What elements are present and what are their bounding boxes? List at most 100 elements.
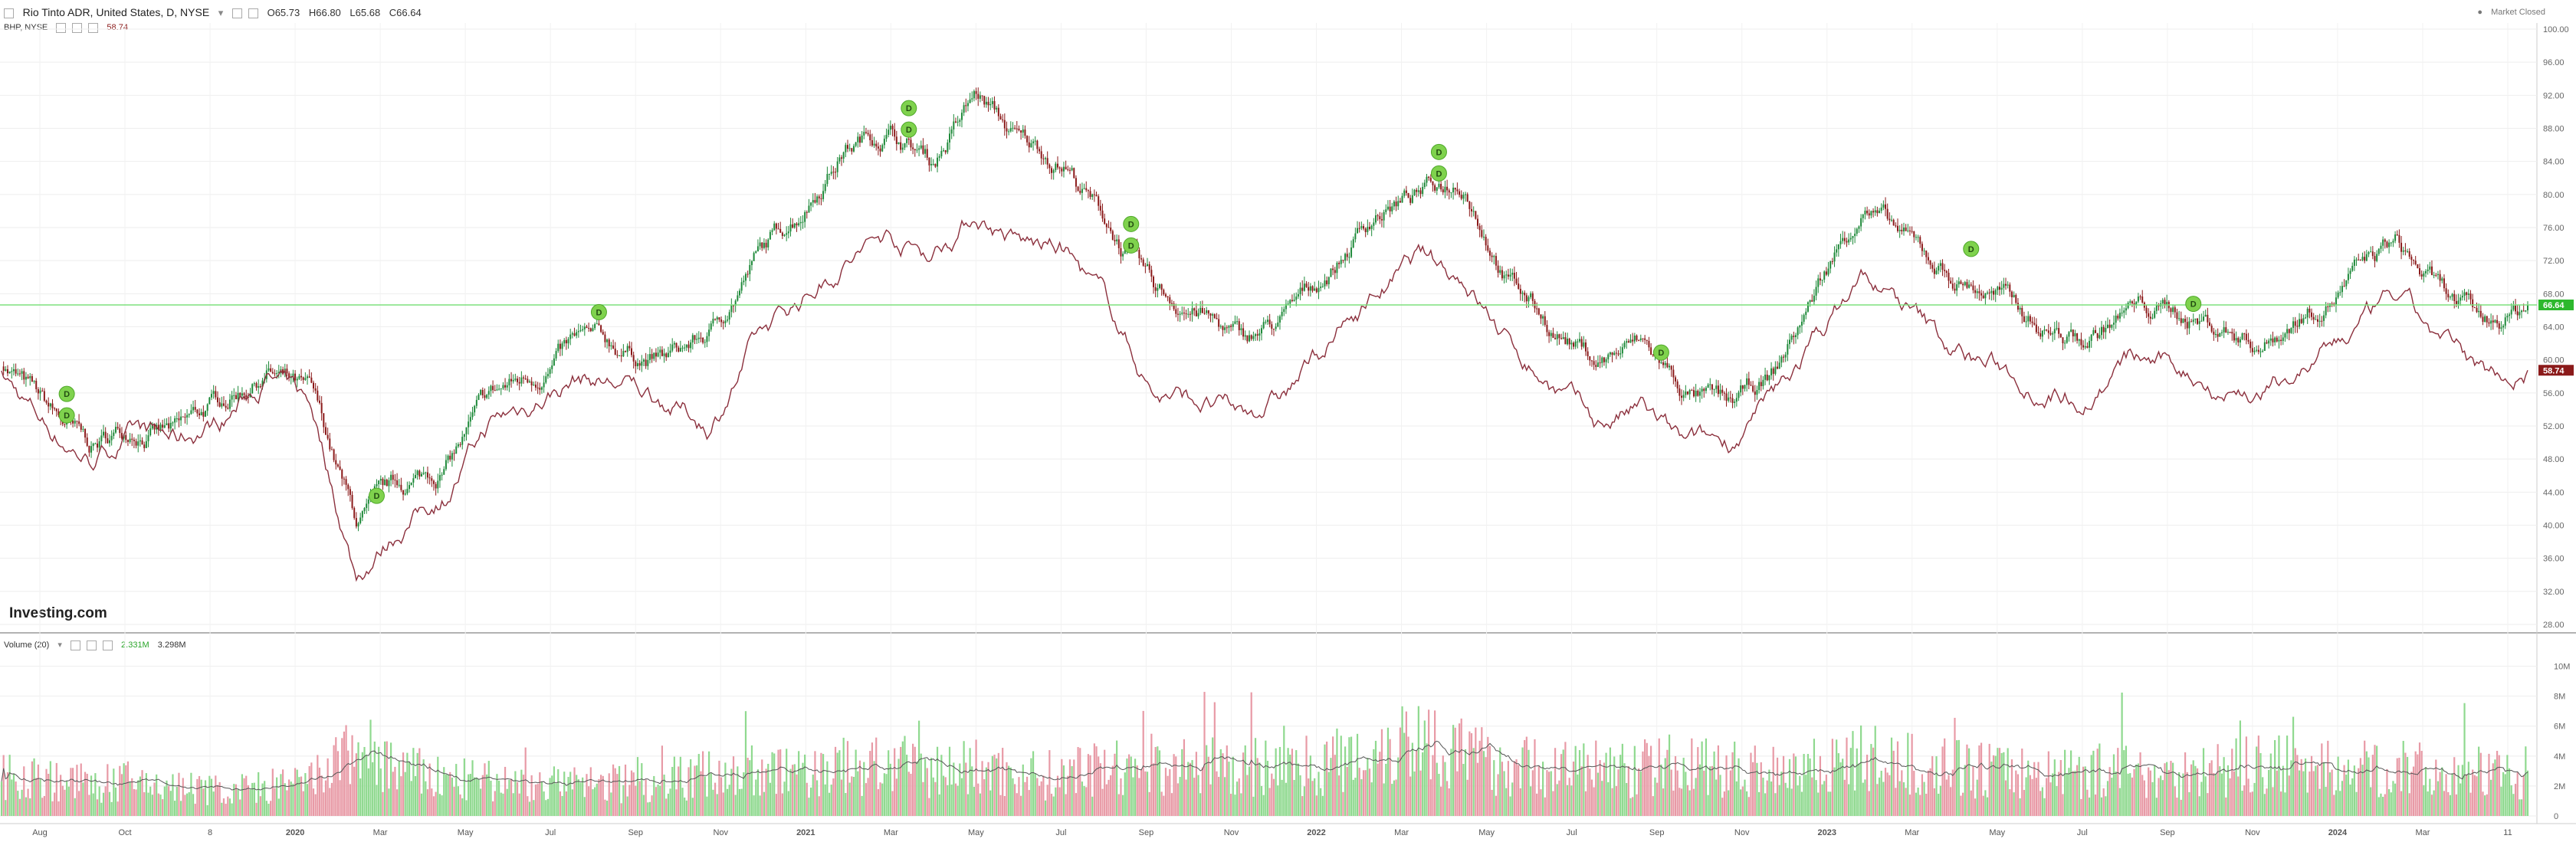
volume-bar: [910, 773, 912, 816]
candle-body: [351, 494, 353, 509]
candle-body: [749, 264, 751, 274]
candle-body: [2219, 333, 2221, 337]
volume-bar: [1419, 770, 1422, 816]
candle-body: [300, 375, 303, 378]
volume-bar: [280, 774, 282, 816]
candle-body: [577, 331, 579, 333]
volume-bar: [1354, 778, 1357, 816]
volume-bar: [2382, 797, 2384, 816]
volume-bar: [771, 752, 773, 816]
volume-bar: [1611, 788, 1613, 816]
volume-bar: [286, 790, 288, 816]
volume-bar: [159, 794, 162, 816]
volume-bar: [333, 745, 335, 816]
chevron-down-icon[interactable]: ▾: [218, 7, 224, 18]
candle-body: [1008, 131, 1010, 133]
candle-body: [2402, 250, 2404, 252]
candle-body: [1970, 284, 1972, 286]
volume-bar: [1403, 732, 1406, 816]
settings-icon[interactable]: [231, 8, 242, 19]
volume-bar: [12, 773, 15, 816]
candle-body: [1648, 340, 1650, 348]
volume-bar: [329, 788, 331, 816]
volume-bar: [339, 780, 341, 816]
volume-bar: [1692, 788, 1695, 816]
candle-body: [17, 373, 19, 375]
volume-bar: [1980, 742, 1983, 816]
close-icon[interactable]: [102, 640, 113, 650]
candle-body: [841, 157, 843, 159]
volume-bar: [1731, 752, 1734, 816]
volume-bar: [1974, 798, 1977, 816]
volume-bar: [765, 768, 767, 816]
volume-bar: [137, 780, 139, 816]
volume-bar: [25, 797, 28, 816]
candle-body: [965, 105, 967, 106]
candle-body: [667, 352, 669, 358]
candle-body: [18, 373, 21, 375]
candle-body: [2504, 317, 2506, 326]
candle-body: [2145, 307, 2148, 313]
candle-body: [2466, 292, 2468, 295]
candle-body: [2345, 280, 2348, 287]
hide-icon[interactable]: [248, 8, 258, 19]
volume-bar: [1601, 781, 1603, 816]
volume-bar: [270, 801, 272, 816]
volume-bar: [1688, 790, 1691, 816]
hide-icon[interactable]: [72, 23, 83, 33]
candle-body: [2239, 339, 2241, 342]
settings-icon[interactable]: [70, 640, 80, 650]
candle-body: [2092, 329, 2095, 335]
volume-bar: [1423, 720, 1426, 816]
volume-bar: [349, 784, 351, 816]
volume-bar: [168, 786, 170, 816]
volume-bar: [620, 803, 622, 816]
candle-body: [282, 369, 284, 373]
volume-bar: [732, 756, 735, 816]
candle-body: [2064, 342, 2066, 344]
volume-bar: [1034, 773, 1036, 816]
candle-body: [215, 391, 217, 398]
volume-bar: [842, 737, 845, 816]
volume-bar: [2068, 768, 2070, 816]
volume-bar: [1531, 770, 1534, 816]
volume-bar: [2262, 777, 2264, 816]
collapse-icon[interactable]: [4, 8, 14, 19]
candle-body: [51, 403, 54, 408]
candle-body: [1519, 288, 1521, 294]
volume-bar: [2143, 780, 2145, 816]
candle-body: [1169, 297, 1171, 303]
chevron-down-icon[interactable]: ▾: [57, 641, 62, 650]
volume-bar: [1901, 770, 1903, 816]
candle-body: [2516, 311, 2519, 316]
settings-icon[interactable]: [56, 23, 67, 33]
candle-body: [2035, 324, 2037, 333]
volume-bar: [673, 756, 675, 816]
volume-bar: [1152, 763, 1155, 816]
candle-body: [110, 435, 113, 441]
candle-body: [1583, 342, 1585, 347]
volume-bar: [1768, 769, 1770, 816]
candle-body: [1403, 190, 1406, 196]
volume-bar: [610, 792, 612, 816]
candle-body: [1601, 357, 1603, 363]
candle-body: [379, 479, 382, 481]
volume-bar: [963, 741, 965, 816]
candle-body: [1524, 293, 1526, 296]
candle-body: [1564, 337, 1567, 345]
candle-body: [270, 368, 272, 372]
hide-icon[interactable]: [86, 640, 97, 650]
volume-bar: [2231, 749, 2233, 816]
volume-bar: [395, 789, 399, 816]
close-icon[interactable]: [88, 23, 99, 33]
volume-bar: [1191, 760, 1193, 816]
volume-bar: [867, 778, 869, 816]
candle-body: [641, 361, 643, 366]
volume-bar: [317, 755, 319, 816]
volume-bar: [1260, 785, 1263, 816]
candle-body: [1531, 293, 1534, 301]
volume-bar: [1854, 790, 1856, 816]
volume-bar: [1806, 754, 1810, 816]
volume-bar: [1656, 782, 1659, 816]
